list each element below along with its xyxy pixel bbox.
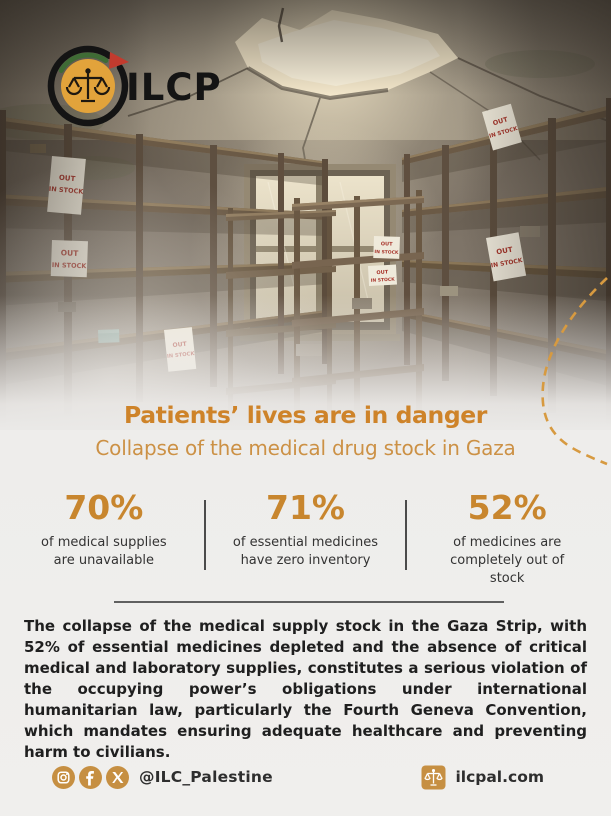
headline-block: Patients’ lives are in danger Collapse o… bbox=[0, 401, 611, 460]
ilcp-logo: ILCP bbox=[46, 40, 256, 130]
logo-green-arc bbox=[58, 52, 109, 73]
website-block: ilcpal.com bbox=[421, 765, 544, 790]
social-icons bbox=[52, 765, 129, 789]
stat-value: 70% bbox=[64, 488, 144, 527]
stat-divider bbox=[405, 500, 408, 570]
warehouse-illustration: OUT IN STOCK OUT IN STOCK OUT IN STOCK O… bbox=[0, 0, 611, 430]
scales-icon bbox=[65, 68, 111, 103]
stat-medical-supplies: 70% of medical supplies are unavailable bbox=[4, 488, 204, 570]
logo-red-triangle bbox=[109, 52, 129, 69]
stat-divider bbox=[203, 500, 206, 570]
stat-out-of-stock: 52% of medicines are completely out of s… bbox=[407, 488, 607, 588]
scales-icon bbox=[421, 765, 446, 789]
social-block: @ILC_Palestine bbox=[52, 765, 273, 789]
logo-swoosh bbox=[47, 45, 129, 127]
facebook-icon[interactable] bbox=[79, 765, 102, 789]
stat-value: 71% bbox=[266, 488, 345, 527]
website-url[interactable]: ilcpal.com bbox=[455, 768, 544, 786]
x-icon[interactable] bbox=[106, 765, 129, 789]
page-subtitle: Collapse of the medical drug stock in Ga… bbox=[95, 436, 516, 461]
stats-row: 70% of medical supplies are unavailable … bbox=[4, 488, 607, 588]
warehouse-photo: OUT IN STOCK OUT IN STOCK OUT IN STOCK O… bbox=[0, 0, 611, 430]
stat-essential-medicines: 71% of essential medicines have zero inv… bbox=[206, 488, 406, 570]
instagram-icon[interactable] bbox=[52, 765, 75, 789]
logo-text: ILCP bbox=[126, 66, 222, 109]
body-paragraph: The collapse of the medical supply stock… bbox=[24, 617, 587, 761]
horizontal-divider bbox=[114, 601, 504, 603]
page-title: Patients’ lives are in danger bbox=[124, 401, 487, 429]
stat-label: of essential medicines have zero invento… bbox=[232, 535, 379, 569]
stat-label: of medical supplies are unavailable bbox=[41, 535, 167, 569]
footer: @ILC_Palestine ilcpal.com bbox=[52, 757, 544, 797]
ilcp-logo-graphic: ILCP bbox=[47, 45, 222, 127]
stat-value: 52% bbox=[467, 488, 547, 527]
stat-label: of medicines are completely out of stock bbox=[450, 535, 565, 587]
social-handle[interactable]: @ILC_Palestine bbox=[139, 768, 273, 786]
